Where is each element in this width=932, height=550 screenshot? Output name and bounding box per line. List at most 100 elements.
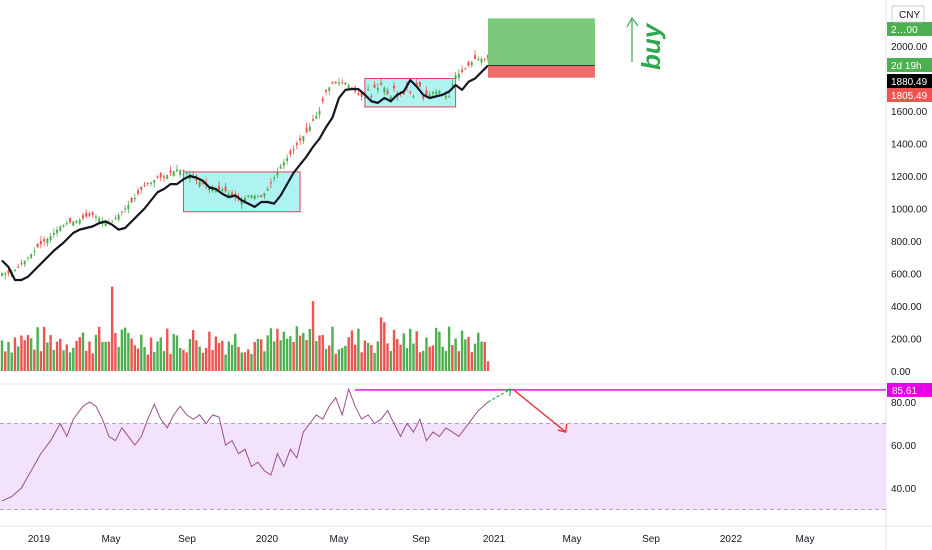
volume-bar (26, 335, 30, 371)
volume-bar (130, 338, 133, 371)
volume-bar (175, 335, 179, 371)
candle-body (175, 169, 178, 172)
volume-bar (107, 341, 111, 371)
volume-bar (370, 345, 373, 371)
candle-body (82, 215, 84, 219)
rsi-panel (0, 387, 886, 510)
candle-body (36, 243, 39, 248)
time-tick-label: May (796, 534, 815, 545)
candle-body (425, 90, 428, 95)
price-tag-top (887, 22, 932, 36)
price-tick-label: 1000.00 (891, 205, 928, 216)
candle-body (402, 92, 405, 95)
price-tag (887, 74, 932, 88)
volume-bar (321, 334, 324, 371)
volume-bars (0, 286, 490, 371)
rsi-tick-label: 60.00 (891, 441, 916, 452)
volume-bar (4, 351, 7, 371)
candle-body (156, 176, 159, 178)
volume-bar (409, 328, 412, 371)
volume-bar (101, 341, 104, 371)
candle-body (78, 219, 81, 224)
candle-body (470, 62, 473, 66)
volume-bar (422, 350, 425, 371)
volume-bar (272, 341, 276, 371)
candle-body (1, 273, 3, 276)
candle-body (111, 221, 114, 223)
candle-body (467, 61, 470, 66)
volume-bar (123, 327, 127, 371)
volume-bar (405, 348, 409, 371)
candle-body (325, 89, 327, 92)
volume-bar (153, 352, 156, 371)
candle-body (169, 170, 172, 173)
volume-bar (344, 345, 347, 371)
volume-bar (98, 326, 101, 371)
candle-body (302, 136, 305, 142)
volume-bar (94, 334, 98, 371)
volume-bar (78, 337, 81, 371)
candle-body (46, 238, 49, 244)
candle-body (428, 94, 431, 97)
candle-body (308, 126, 311, 131)
candle-body (130, 197, 133, 202)
time-tick-label: 2019 (28, 534, 51, 545)
volume-bar (353, 344, 357, 371)
candle-body (269, 182, 272, 184)
candle-body (104, 223, 107, 227)
candle-body (30, 254, 33, 258)
candle-body (266, 189, 269, 191)
trade-zones[interactable] (488, 18, 595, 78)
candle-body (292, 149, 295, 151)
time-tick-label: May (330, 534, 349, 545)
candle-body (347, 85, 350, 89)
candle-body (240, 200, 243, 205)
volume-bar (447, 326, 451, 371)
candle-body (464, 68, 467, 70)
volume-bar (295, 326, 299, 371)
volume-bar (0, 340, 4, 371)
candle-body (172, 171, 175, 176)
volume-bar (201, 352, 205, 371)
candle-body (412, 96, 415, 98)
candle-body (299, 138, 302, 141)
volume-bar (214, 336, 218, 371)
candle-body (282, 162, 285, 166)
candle-body (120, 211, 123, 213)
volume-bar (285, 338, 289, 371)
volume-bar (318, 335, 321, 371)
time-tick-label: Sep (412, 534, 430, 545)
volume-bar (311, 301, 315, 371)
candle-body (331, 81, 334, 84)
moving-average (1, 64, 489, 282)
candle-body (231, 192, 234, 196)
candle-body (13, 270, 16, 272)
volume-bar (366, 342, 370, 371)
candle-body (480, 59, 483, 63)
price-tick-label: 1600.00 (891, 107, 928, 118)
candle-body (49, 236, 52, 241)
volume-bar (10, 352, 13, 371)
rsi-level-tag (887, 382, 932, 397)
candle-body (43, 239, 46, 242)
rsi-up-arrowhead (503, 388, 512, 397)
volume-bar (480, 341, 483, 371)
volume-bar (363, 340, 367, 371)
volume-bar (240, 352, 243, 371)
candle-body (26, 257, 29, 259)
volume-bar (208, 331, 211, 371)
volume-bar (72, 347, 75, 371)
volume-bar (39, 351, 43, 371)
price-tag-label: 2d 19h (891, 61, 922, 72)
candle-body (454, 75, 457, 79)
candle-body (363, 97, 366, 99)
volume-bar (392, 329, 396, 371)
volume-bar (467, 336, 470, 371)
rsi-down-arrow (512, 388, 567, 433)
volume-bar (434, 327, 438, 371)
candle-body (350, 87, 353, 89)
candle-body (65, 223, 68, 225)
volume-bar (451, 344, 454, 371)
candle-body (448, 96, 451, 98)
